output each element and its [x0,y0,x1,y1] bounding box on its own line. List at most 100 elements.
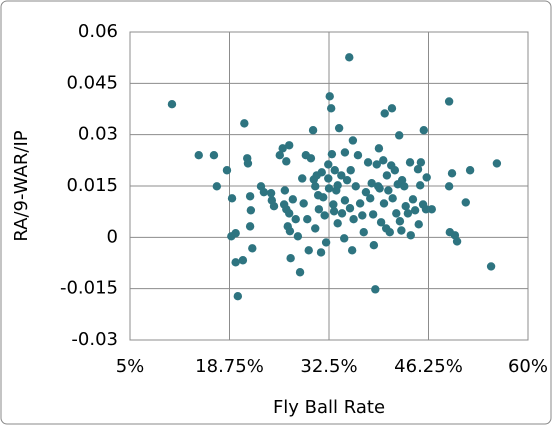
x-tick-label: 60% [508,356,548,377]
point [329,207,339,216]
point [316,248,326,257]
point [346,166,355,175]
point [447,169,457,178]
point [348,136,358,145]
point [353,151,363,160]
point [266,188,276,198]
point [333,181,342,190]
point [372,160,381,169]
point [269,201,279,211]
point [416,158,426,167]
point [311,182,320,191]
point [337,171,346,180]
point [397,226,406,235]
point [427,205,436,214]
point [359,228,368,237]
point [369,241,379,250]
point [355,199,365,208]
point [421,205,431,214]
point [320,211,329,220]
point [403,209,413,218]
point [333,219,342,228]
x-tick-label: 18.75% [195,356,264,377]
point [308,126,318,135]
point [422,173,431,182]
point [361,187,371,197]
point [368,210,378,219]
point [395,217,405,226]
point [492,159,502,168]
y-tick-label: 0.045 [66,72,118,93]
point [299,199,308,208]
point [334,123,344,133]
point [286,254,295,263]
point [222,166,232,175]
point [374,144,384,153]
point [317,168,326,177]
point [444,97,454,106]
point [394,131,404,140]
y-tick-label: 0.06 [78,21,118,42]
point [444,182,454,191]
point [347,246,357,255]
point [295,268,305,277]
point [342,175,352,185]
point [380,109,389,118]
point [248,244,257,253]
point [345,204,355,213]
point [419,126,428,135]
y-tick-label: 0 [107,226,118,247]
point [285,209,294,218]
point [329,200,338,209]
point [408,195,418,204]
point [240,119,249,128]
point [465,166,475,175]
point [282,157,291,166]
point [327,149,337,159]
point [358,211,367,220]
point [388,194,397,203]
point [285,141,294,150]
point [337,209,347,218]
point [392,209,401,218]
y-tick-label: 0.015 [66,175,118,196]
point [304,246,313,255]
point [231,229,240,238]
point [379,156,388,165]
y-tick-label: -0.015 [60,278,118,299]
point [311,224,320,233]
x-tick-label: 32.5% [300,356,357,377]
point [367,179,376,188]
point [384,186,393,195]
point [319,193,328,202]
point [330,166,339,175]
point [324,160,333,169]
point [212,182,222,191]
point [387,104,397,113]
point [349,214,358,224]
y-axis-title: RA/9-WAR/IP [11,130,32,241]
point [238,256,248,265]
point [461,198,470,207]
point [405,158,415,167]
point [371,285,380,294]
x-tick-label: 46.25% [394,356,463,377]
point [233,291,243,301]
point [415,181,425,190]
point [245,192,255,201]
point [259,187,269,197]
point [486,262,496,271]
point [382,171,392,180]
point [376,218,386,227]
y-tick-label: 0.03 [78,124,118,145]
point [325,92,334,101]
point [379,199,389,208]
point [414,220,423,229]
point [390,166,400,175]
point [275,151,284,160]
point [209,151,219,160]
point [375,184,384,193]
point [410,206,420,215]
y-tick-label: -0.03 [71,329,118,350]
